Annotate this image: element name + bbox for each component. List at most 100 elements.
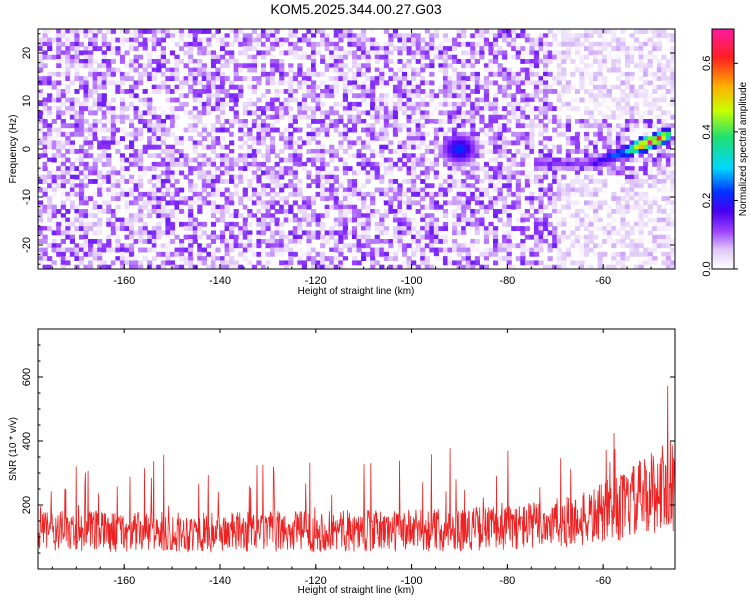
heatmap-cell (493, 144, 499, 150)
heatmap-cell (47, 157, 53, 163)
heatmap-cell (279, 157, 285, 163)
heatmap-cell (497, 46, 503, 52)
heatmap-cell (515, 76, 521, 82)
heatmap-cell (456, 80, 462, 86)
heatmap-cell (397, 234, 403, 240)
heatmap-cell (497, 144, 503, 150)
heatmap-cell (320, 71, 326, 77)
heatmap-cell (629, 144, 635, 150)
heatmap-cell (452, 247, 458, 253)
heatmap-cell (179, 196, 185, 202)
heatmap-cell (502, 200, 508, 206)
heatmap-cell (629, 243, 635, 249)
heatmap-cell (160, 209, 166, 214)
heatmap-cell (324, 174, 330, 180)
heatmap-cell (561, 234, 567, 240)
heatmap-cell (206, 50, 212, 56)
heatmap-cell (584, 264, 590, 269)
heatmap-cell (552, 179, 558, 184)
heatmap-cell (83, 247, 89, 253)
heatmap-cell (461, 161, 467, 167)
heatmap-cell (101, 187, 107, 193)
heatmap-cell (292, 226, 298, 232)
heatmap-cell (511, 37, 517, 43)
heatmap-cell (242, 243, 248, 249)
heatmap-cell (579, 149, 585, 154)
heatmap-cell (197, 114, 203, 120)
heatmap-cell (329, 204, 335, 210)
heatmap-cell (483, 200, 490, 206)
heatmap-cell (629, 37, 635, 43)
heatmap-cell (361, 243, 367, 249)
heatmap-cell (452, 123, 458, 129)
heatmap-cell (60, 191, 66, 197)
heatmap-cell (283, 144, 289, 150)
heatmap-cell (256, 196, 262, 202)
heatmap-cell (584, 119, 590, 124)
heatmap-cell (156, 234, 162, 240)
heatmap-cell (233, 63, 239, 69)
heatmap-cell (584, 110, 590, 116)
heatmap-cell (83, 46, 89, 52)
heatmap-cell (606, 29, 612, 34)
heatmap-cell (383, 213, 389, 219)
heatmap-cell (142, 256, 148, 262)
heatmap-cell (315, 230, 321, 236)
heatmap-cell (570, 200, 576, 206)
heatmap-cell (56, 251, 62, 257)
heatmap-cell (502, 204, 508, 210)
heatmap-cell (47, 140, 53, 146)
heatmap-cell (424, 191, 430, 197)
heatmap-cell (370, 209, 376, 214)
heatmap-cell (556, 264, 562, 269)
heatmap-cell (538, 230, 544, 236)
heatmap-cell (169, 89, 176, 94)
heatmap-cell (552, 157, 558, 163)
heatmap-cell (333, 33, 339, 39)
heatmap-cell (129, 33, 135, 39)
heatmap-cell (615, 59, 621, 64)
heatmap-cell (315, 144, 321, 150)
heatmap-cell (479, 54, 485, 60)
heatmap-cell (647, 166, 653, 172)
heatmap-cell (42, 50, 48, 56)
heatmap-cell (665, 239, 672, 244)
heatmap-cell (215, 187, 221, 193)
heatmap-cell (147, 196, 153, 202)
heatmap-cell (383, 101, 389, 107)
heatmap-cell (338, 251, 344, 257)
heatmap-cell (106, 140, 112, 146)
heatmap-cell (142, 46, 148, 52)
heatmap-cell (643, 144, 649, 150)
heatmap-cell (42, 136, 48, 142)
heatmap-cell (634, 221, 640, 227)
heatmap-cell (51, 179, 57, 184)
heatmap-cell (420, 54, 426, 60)
heatmap-cell (420, 230, 426, 236)
heatmap-cell (442, 76, 449, 82)
heatmap-cell (620, 50, 626, 56)
heatmap-cell (188, 123, 194, 129)
heatmap-cell (488, 226, 494, 232)
heatmap-cell (665, 80, 672, 86)
heatmap-cell (251, 191, 257, 197)
heatmap-cell (256, 33, 262, 39)
heatmap-cell (69, 123, 75, 129)
heatmap-cell (288, 204, 294, 210)
heatmap-cell (429, 119, 435, 124)
heatmap-cell (256, 131, 262, 137)
heatmap-cell (379, 264, 385, 269)
heatmap-cell (133, 187, 139, 193)
heatmap-cell (624, 119, 631, 124)
heatmap-cell (188, 67, 194, 73)
heatmap-cell (392, 191, 399, 197)
heatmap-cell (215, 209, 221, 214)
heatmap-cell (634, 247, 640, 253)
heatmap-cell (624, 161, 631, 167)
heatmap-cell (324, 110, 330, 116)
heatmap-cell (415, 221, 421, 227)
heatmap-cell (538, 46, 544, 52)
heatmap-cell (442, 234, 449, 240)
heatmap-cell (110, 127, 116, 133)
heatmap-cell (597, 187, 603, 193)
